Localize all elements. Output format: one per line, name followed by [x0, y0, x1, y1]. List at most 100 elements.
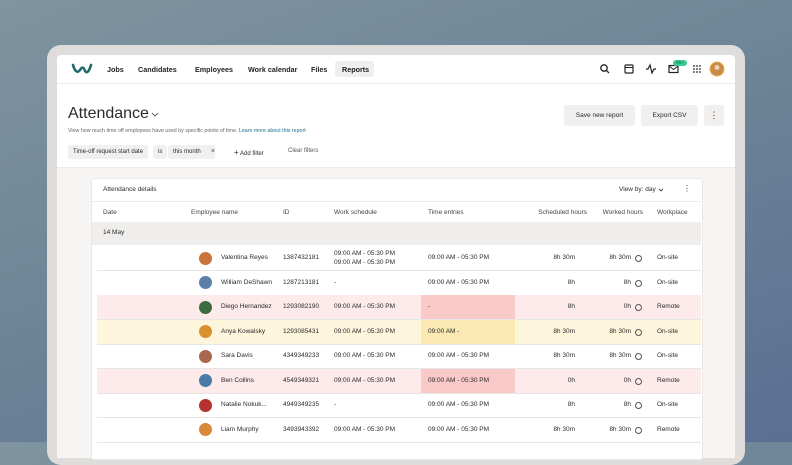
filter-remove[interactable]: × — [211, 148, 216, 155]
column-header: Date — [103, 209, 117, 216]
more-button[interactable]: ⋮ — [704, 105, 724, 126]
table-title: Attendance details — [103, 186, 157, 193]
add-filter[interactable]: + Add filter — [234, 148, 264, 157]
notification-badge: 99+ — [676, 60, 684, 65]
workplace: On-site — [657, 401, 678, 409]
avatar — [199, 374, 212, 388]
workplace: On-site — [657, 352, 678, 360]
row-divider — [97, 417, 701, 418]
employee-name[interactable]: Ben Collins — [221, 376, 254, 384]
nav-item[interactable]: Employees — [195, 65, 233, 74]
avatar — [199, 251, 212, 265]
nav-item[interactable]: Reports — [342, 65, 370, 74]
workplace: Remote — [657, 425, 680, 433]
header-divider — [92, 201, 701, 202]
nav-item[interactable]: Work calendar — [248, 65, 298, 74]
time-entries: - — [428, 303, 431, 311]
column-header: Employee name — [191, 209, 238, 216]
time-entries: 09:00 AM - 05:30 PM — [428, 425, 490, 433]
employee-id: 4349349233 — [283, 352, 320, 360]
scheduled-hours: 8h 30m — [553, 425, 575, 433]
work-schedule: 09:00 AM - 05:30 PM — [334, 258, 396, 266]
view-by[interactable]: View by: day — [619, 186, 656, 193]
employee-name[interactable]: Natalie Nokuk... — [221, 401, 267, 409]
header-border — [57, 167, 735, 168]
time-entries: 09:00 AM - 05:30 PM — [428, 352, 490, 360]
time-entries: 09:00 AM - 05:30 PM — [428, 278, 490, 286]
scheduled-hours: 8h 30m — [553, 254, 575, 262]
nav-item[interactable]: Candidates — [138, 65, 177, 74]
info-icon[interactable] — [635, 279, 642, 287]
row-divider — [97, 392, 701, 394]
nav-item[interactable]: Files — [311, 65, 328, 74]
column-header: Worked hours — [602, 209, 643, 216]
employee-id: 1293085431 — [283, 327, 320, 335]
page-title: Attendance — [68, 105, 149, 122]
scheduled-hours: 8h 30m — [553, 327, 575, 335]
work-schedule: - — [334, 401, 337, 409]
info-icon[interactable] — [635, 426, 642, 434]
save-report-button[interactable]: Save new report — [564, 105, 635, 126]
work-schedule: 09:00 AM - 05:30 PM — [334, 352, 396, 360]
column-header: Time entries — [428, 209, 464, 216]
workplace: Remote — [657, 376, 680, 384]
workplace: On-site — [657, 278, 678, 286]
work-schedule: 09:00 AM - 05:30 PM — [334, 249, 396, 257]
worked-hours: 8h — [623, 401, 631, 409]
info-icon[interactable] — [635, 353, 642, 361]
employee-name[interactable]: William DeShawn — [221, 278, 272, 286]
employee-name[interactable]: Diego Hernandez — [221, 303, 272, 311]
avatar — [199, 276, 212, 290]
filter-value-text: this month — [173, 149, 201, 155]
avatar — [199, 398, 212, 412]
group-label: 14 May — [103, 229, 125, 236]
employee-name[interactable]: Valentina Reyes — [221, 254, 268, 262]
row-highlight — [97, 319, 701, 344]
employee-name[interactable]: Anya Kowalsky — [221, 327, 266, 335]
info-icon[interactable] — [635, 402, 642, 410]
employee-name[interactable]: Liam Murphy — [221, 425, 259, 433]
add-filter-text: Add filter — [240, 151, 264, 157]
work-schedule: 09:00 AM - 05:30 PM — [334, 376, 396, 384]
employee-name[interactable]: Sara Davis — [221, 352, 253, 360]
info-icon[interactable] — [635, 377, 642, 385]
row-divider — [97, 343, 701, 345]
row-divider — [97, 319, 701, 320]
time-entries: 09:00 AM - 05:30 PM — [428, 401, 490, 409]
filter-field[interactable]: Time-off request start date — [68, 145, 149, 159]
worked-hours: 8h 30m — [609, 425, 631, 433]
worked-hours: 0h — [623, 303, 631, 311]
table-more[interactable]: ⋮ — [683, 184, 691, 193]
worked-hours: 8h 30m — [609, 352, 631, 360]
description: View how much time off employees have us… — [68, 128, 306, 134]
row-divider — [97, 368, 701, 369]
work-schedule: 09:00 AM - 05:30 PM — [334, 327, 396, 335]
group-row — [92, 222, 701, 245]
avatar — [199, 349, 212, 363]
entry-highlight — [421, 319, 515, 344]
scheduled-hours: 8h — [567, 303, 575, 311]
nav-icons — [600, 60, 725, 77]
row-highlight — [97, 295, 701, 320]
avatar — [199, 423, 212, 437]
time-entries: 09:00 AM - 05:30 PM — [428, 376, 490, 384]
export-csv-button[interactable]: Export CSV — [641, 105, 698, 126]
worked-hours: 8h — [623, 278, 631, 286]
nav-border — [57, 83, 735, 84]
title-chevron — [151, 112, 159, 117]
info-icon[interactable] — [635, 328, 642, 336]
nav-item[interactable]: Jobs — [107, 65, 124, 74]
plus-icon: + — [234, 148, 239, 157]
worked-hours: 0h — [623, 376, 631, 384]
learn-more-link[interactable]: Learn more about this report — [238, 128, 306, 134]
filter-value[interactable]: this month — [168, 145, 215, 159]
scheduled-hours: 8h — [567, 278, 575, 286]
info-icon[interactable] — [635, 255, 642, 263]
clear-filters[interactable]: Clear filters — [288, 148, 319, 154]
entry-highlight — [421, 368, 515, 393]
filter-operator[interactable]: is — [153, 145, 168, 159]
work-schedule: 09:00 AM - 05:30 PM — [334, 303, 396, 311]
info-icon[interactable] — [635, 304, 642, 312]
row-divider — [97, 294, 701, 296]
